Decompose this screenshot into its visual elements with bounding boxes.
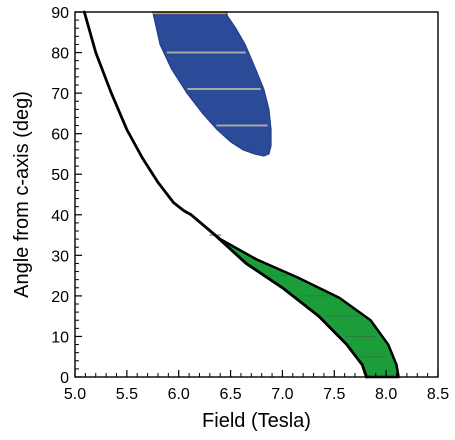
phase-boundary-curve (82, 10, 368, 379)
y-tick-label: 60 (51, 127, 69, 144)
y-tick-label: 10 (51, 329, 69, 346)
regions-layer (82, 10, 400, 379)
x-tick-label: 8.5 (427, 386, 449, 403)
x-axis-title: Field (Tesla) (202, 410, 311, 432)
x-tick-label: 7.5 (323, 386, 345, 403)
y-tick-label: 50 (51, 167, 69, 184)
y-axis-title: Angle from c-axis (deg) (11, 91, 33, 298)
x-tick-label: 5.0 (64, 386, 86, 403)
x-tick-label: 7.0 (271, 386, 293, 403)
y-tick-label: 30 (51, 248, 69, 265)
x-tick-label: 5.5 (116, 386, 138, 403)
y-tick-label: 90 (51, 5, 69, 22)
blue-region (152, 11, 272, 157)
labels-layer: 5.0 5.5 6.0 6.5 7.0 7.5 8.0 8.5 0 10 20 30 40 50 60 70 8… (11, 5, 449, 432)
x-tick-label: 6.5 (219, 386, 241, 403)
y-tick-label: 80 (51, 46, 69, 63)
axes-layer (74, 11, 439, 378)
y-tick-label: 20 (51, 289, 69, 306)
x-tick-label: 8.0 (375, 386, 397, 403)
y-tick-label: 40 (51, 208, 69, 225)
y-tick-label: 70 (51, 86, 69, 103)
plot-frame (74, 11, 439, 378)
x-tick-label: 6.0 (168, 386, 190, 403)
y-tick-label: 0 (60, 370, 69, 387)
